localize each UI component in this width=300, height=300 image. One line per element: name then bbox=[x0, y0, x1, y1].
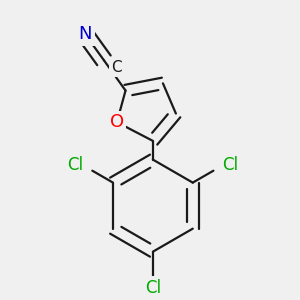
Text: Cl: Cl bbox=[67, 156, 83, 174]
Text: O: O bbox=[110, 113, 124, 131]
Text: Cl: Cl bbox=[145, 279, 161, 297]
Text: N: N bbox=[79, 26, 92, 44]
Text: C: C bbox=[112, 60, 122, 75]
Text: Cl: Cl bbox=[223, 156, 239, 174]
